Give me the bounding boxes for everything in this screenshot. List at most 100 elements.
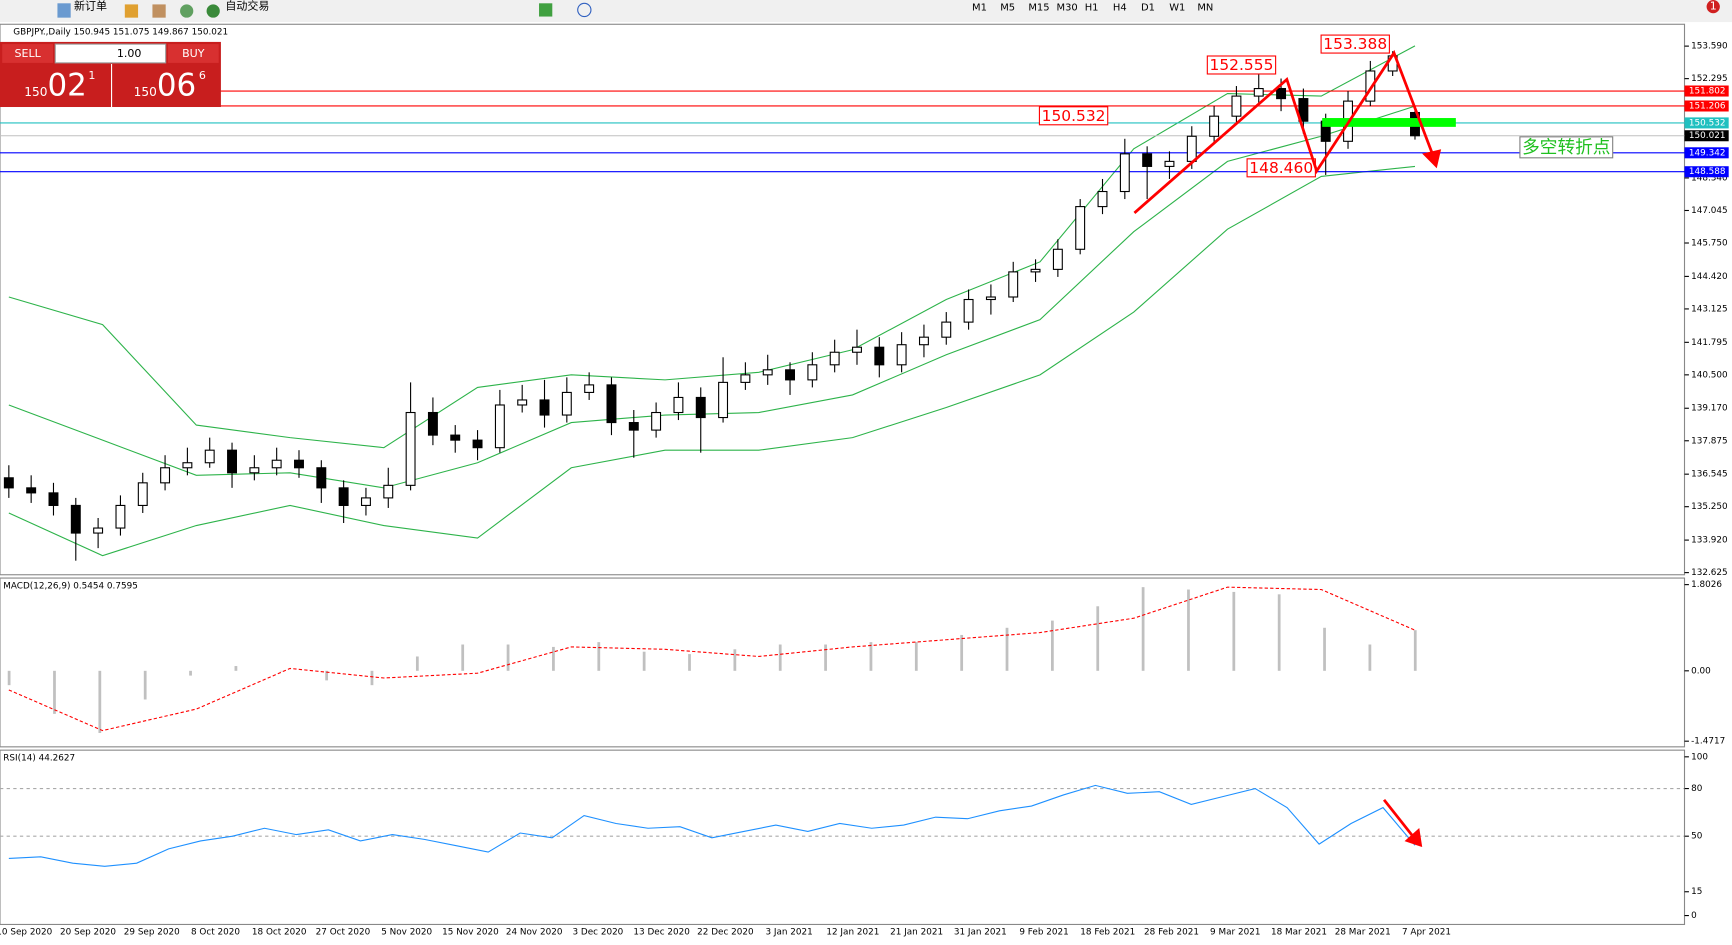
candle-body bbox=[896, 344, 907, 366]
candle-body bbox=[807, 364, 818, 381]
candle-body bbox=[1052, 248, 1063, 270]
macd-bar bbox=[960, 634, 964, 671]
sell-button[interactable] bbox=[2, 44, 54, 63]
macd-bar bbox=[1187, 589, 1190, 671]
timeframe[interactable]: M30 bbox=[1057, 3, 1078, 14]
x-tick-label: 9 Mar 2021 bbox=[1210, 928, 1260, 938]
candle-body bbox=[294, 459, 304, 469]
annotation: 152.555 bbox=[1210, 56, 1274, 74]
x-tick-label: 22 Dec 2020 bbox=[697, 928, 754, 938]
notification-badge[interactable] bbox=[1706, 0, 1720, 14]
candle-body bbox=[405, 411, 416, 486]
annotation: 150.532 bbox=[1042, 107, 1106, 125]
candle-body bbox=[1030, 268, 1041, 273]
icon[interactable] bbox=[206, 4, 220, 18]
y-tick-label: 140.500 bbox=[1691, 370, 1728, 380]
current-price-tag bbox=[1684, 130, 1729, 142]
ask-pips[interactable]: 06 bbox=[157, 68, 196, 104]
macd-bar bbox=[234, 666, 238, 671]
bollinger-band bbox=[8, 165, 1416, 557]
buy-label[interactable]: BUY bbox=[182, 47, 205, 60]
macd-bar bbox=[1096, 606, 1100, 671]
candle-body bbox=[1231, 95, 1242, 117]
timeframe[interactable]: W1 bbox=[1169, 3, 1185, 14]
new-order[interactable]: 新订单 bbox=[74, 0, 107, 13]
y-tick-label: 80 bbox=[1691, 784, 1703, 794]
timeframe[interactable]: M1 bbox=[972, 3, 987, 14]
y-tick-label: 132.625 bbox=[1691, 568, 1728, 578]
macd-panel bbox=[0, 577, 1686, 748]
drawings bbox=[1133, 49, 1456, 848]
sell-label[interactable]: SELL bbox=[14, 47, 41, 60]
lots[interactable]: 1.00 bbox=[117, 47, 142, 60]
candle-body bbox=[1097, 190, 1108, 208]
macd-bar bbox=[1141, 587, 1145, 671]
macd-bar bbox=[1051, 620, 1054, 671]
candle-body bbox=[93, 527, 104, 534]
timeframe[interactable]: MN bbox=[1197, 3, 1213, 14]
ask-fraction[interactable]: 6 bbox=[199, 69, 206, 82]
bid-fraction[interactable]: 1 bbox=[88, 69, 95, 82]
macd-bar bbox=[1232, 591, 1236, 671]
macd-bar bbox=[506, 644, 510, 671]
trade-panel: SELL 1.00 BUY 150 02 1 150 06 6 bbox=[0, 41, 221, 108]
macd-bar bbox=[688, 654, 691, 671]
macd-bar bbox=[370, 670, 374, 686]
candle-body bbox=[115, 504, 126, 529]
y-tick-label: 139.170 bbox=[1691, 404, 1728, 414]
level-tag bbox=[1684, 85, 1729, 97]
panel-title: GBPJPY.,Daily 150.945 151.075 149.867 15… bbox=[13, 27, 228, 37]
rsi-arrow bbox=[1382, 798, 1419, 843]
icon[interactable] bbox=[124, 4, 139, 18]
timeframe[interactable]: D1 bbox=[1141, 3, 1155, 14]
timeframe[interactable]: M5 bbox=[1000, 3, 1015, 14]
x-tick-label: 29 Sep 2020 bbox=[124, 928, 180, 938]
x-tick-label: 31 Jan 2021 bbox=[954, 928, 1007, 938]
y-tick-label: 100 bbox=[1691, 752, 1708, 762]
candle-body bbox=[1164, 160, 1175, 167]
rsi-panel bbox=[0, 749, 1686, 926]
icon[interactable] bbox=[539, 3, 553, 17]
x-tick-label: 12 Jan 2021 bbox=[826, 928, 879, 938]
level-label: 151.206 bbox=[1689, 101, 1726, 111]
macd-bar bbox=[7, 670, 11, 686]
macd-bar bbox=[279, 670, 283, 672]
y-tick-label: 15 bbox=[1691, 887, 1702, 897]
ask-big[interactable]: 150 bbox=[134, 85, 157, 99]
y-tick-label: 137.875 bbox=[1691, 436, 1728, 446]
candle-body bbox=[1253, 88, 1264, 97]
buy-button[interactable] bbox=[167, 44, 219, 63]
macd-bar bbox=[98, 670, 102, 733]
panel-title: RSI(14) 44.2627 bbox=[3, 753, 75, 763]
icon[interactable] bbox=[152, 4, 166, 18]
lots-input[interactable] bbox=[54, 43, 167, 64]
x-tick-label: 18 Feb 2021 bbox=[1080, 928, 1135, 938]
macd-bar bbox=[189, 670, 192, 676]
x-tick-label: 18 Mar 2021 bbox=[1271, 928, 1327, 938]
timeframe[interactable]: M15 bbox=[1028, 3, 1049, 14]
annotation-box bbox=[1206, 55, 1277, 75]
icon[interactable] bbox=[57, 3, 71, 18]
candle-body bbox=[204, 449, 215, 464]
auto-trading[interactable]: 自动交易 bbox=[225, 0, 269, 13]
macd-signal bbox=[8, 586, 1416, 732]
icon[interactable] bbox=[180, 4, 194, 18]
bid-big[interactable]: 150 bbox=[24, 85, 47, 99]
timeframe[interactable]: H4 bbox=[1113, 3, 1127, 14]
support-bar bbox=[1322, 118, 1456, 127]
candle-body bbox=[628, 422, 639, 431]
candle-body bbox=[1008, 271, 1019, 298]
candle-body bbox=[271, 459, 282, 469]
y-tick-label: 141.795 bbox=[1691, 338, 1728, 348]
bid-pips[interactable]: 02 bbox=[47, 68, 86, 104]
x-tick-label: 7 Apr 2021 bbox=[1402, 928, 1451, 938]
price-panel bbox=[0, 23, 1686, 576]
macd-bar bbox=[914, 642, 918, 671]
timeframe[interactable]: H1 bbox=[1085, 3, 1099, 14]
icon[interactable] bbox=[577, 2, 592, 18]
notification-count[interactable]: 1 bbox=[1710, 0, 1717, 13]
candle-body bbox=[1075, 206, 1086, 250]
candle-body bbox=[494, 404, 505, 449]
